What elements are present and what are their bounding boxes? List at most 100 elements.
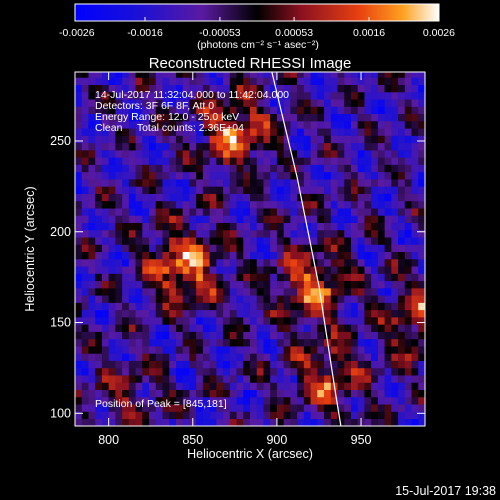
- heatmap-cell: [81, 302, 89, 311]
- heatmap-cell: [196, 77, 204, 86]
- heatmap-cell: [149, 72, 157, 78]
- heatmap-cell: [418, 375, 425, 383]
- heatmap-cell: [189, 77, 197, 86]
- heatmap-cell: [283, 331, 291, 340]
- heatmap-cell: [75, 338, 83, 347]
- heatmap-cell: [229, 77, 237, 86]
- heatmap-cell: [202, 150, 210, 158]
- heatmap-cell: [223, 288, 231, 296]
- heatmap-cell: [344, 346, 352, 354]
- heatmap-cell: [411, 367, 419, 376]
- heatmap-cell: [270, 309, 278, 318]
- heatmap-cell: [196, 317, 204, 325]
- heatmap-cell: [256, 338, 264, 347]
- heatmap-cell: [155, 200, 163, 209]
- heatmap-cell: [317, 113, 325, 122]
- heatmap-cell: [310, 353, 318, 361]
- heatmap-cell: [317, 338, 325, 347]
- heatmap-cell: [250, 91, 258, 100]
- heatmap-cell: [330, 338, 338, 347]
- heatmap-cell: [128, 179, 136, 187]
- heatmap-cell: [236, 142, 244, 151]
- heatmap-cell: [344, 91, 352, 100]
- heatmap-cell: [276, 237, 284, 245]
- heatmap-cell: [155, 179, 163, 187]
- heatmap-cell: [297, 295, 305, 303]
- heatmap-cell: [189, 237, 197, 245]
- heatmap-cell: [149, 382, 157, 390]
- heatmap-cell: [310, 91, 318, 100]
- heatmap-cell: [122, 128, 130, 136]
- heatmap-cell: [88, 171, 96, 180]
- heatmap-cell: [196, 280, 204, 289]
- heatmap-cell: [122, 244, 130, 253]
- heatmap-cell: [135, 266, 143, 274]
- heatmap-cell: [128, 164, 136, 173]
- heatmap-cell: [81, 186, 89, 194]
- heatmap-cell: [135, 367, 143, 376]
- heatmap-cell: [350, 353, 358, 361]
- heatmap-cell: [357, 382, 365, 390]
- heatmap-cell: [108, 229, 116, 238]
- heatmap-cell: [75, 77, 83, 86]
- heatmap-cell: [418, 91, 425, 100]
- heatmap-cell: [310, 382, 318, 390]
- heatmap-cell: [391, 91, 399, 100]
- heatmap-cell: [418, 280, 425, 289]
- heatmap-cell: [310, 396, 318, 405]
- heatmap-cell: [317, 382, 325, 390]
- heatmap-cell: [135, 222, 143, 231]
- heatmap-cell: [115, 360, 123, 369]
- heatmap-cell: [391, 128, 399, 136]
- heatmap-cell: [182, 418, 190, 426]
- heatmap-cell: [350, 346, 358, 354]
- heatmap-cell: [202, 128, 210, 136]
- heatmap-cell: [95, 237, 103, 245]
- heatmap-cell: [384, 302, 392, 311]
- heatmap-cell: [75, 121, 83, 129]
- heatmap-cell: [135, 106, 143, 115]
- heatmap-cell: [169, 179, 177, 187]
- heatmap-cell: [290, 91, 298, 100]
- heatmap-cell: [250, 200, 258, 209]
- heatmap-cell: [189, 113, 197, 122]
- heatmap-cell: [344, 84, 352, 93]
- heatmap-cell: [175, 251, 183, 260]
- heatmap-cell: [404, 258, 412, 267]
- heatmap-cell: [229, 309, 237, 318]
- heatmap-cell: [75, 72, 83, 78]
- heatmap-cell: [243, 171, 251, 180]
- heatmap-cell: [384, 200, 392, 209]
- heatmap-cell: [297, 208, 305, 216]
- heatmap-cell: [250, 396, 258, 405]
- heatmap-cell: [398, 128, 406, 136]
- heatmap-cell: [95, 396, 103, 405]
- heatmap-cell: [404, 208, 412, 216]
- heatmap-cell: [371, 360, 379, 369]
- heatmap-cell: [122, 91, 130, 100]
- heatmap-cell: [337, 309, 345, 318]
- heatmap-cell: [357, 121, 365, 129]
- heatmap-cell: [371, 222, 379, 231]
- heatmap-cell: [209, 418, 217, 426]
- heatmap-cell: [128, 186, 136, 194]
- heatmap-cell: [270, 135, 278, 144]
- heatmap-cell: [122, 280, 130, 289]
- heatmap-cell: [229, 208, 237, 216]
- heatmap-cell: [364, 411, 372, 420]
- heatmap-cell: [310, 280, 318, 289]
- heatmap-cell: [101, 346, 109, 354]
- heatmap-cell: [229, 396, 237, 405]
- heatmap-cell: [142, 237, 150, 245]
- heatmap-cell: [270, 222, 278, 231]
- heatmap-cell: [182, 135, 190, 144]
- heatmap-cell: [223, 84, 231, 93]
- heatmap-cell: [128, 404, 136, 412]
- heatmap-cell: [337, 302, 345, 311]
- heatmap-cell: [364, 142, 372, 151]
- heatmap-cell: [196, 266, 204, 274]
- heatmap-cell: [290, 179, 298, 187]
- heatmap-cell: [398, 91, 406, 100]
- heatmap-cell: [88, 360, 96, 369]
- heatmap-cell: [317, 215, 325, 223]
